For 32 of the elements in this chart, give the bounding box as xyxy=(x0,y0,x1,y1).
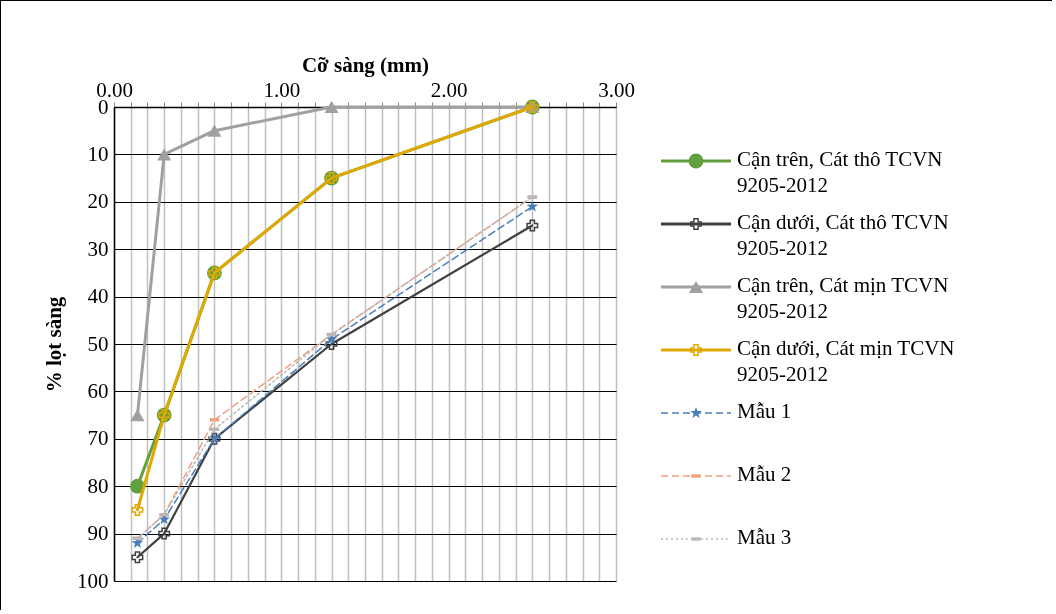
point xyxy=(131,503,144,516)
point xyxy=(325,338,338,350)
x-tick-label: 3.00 xyxy=(598,77,635,102)
point xyxy=(158,527,171,540)
legend-label: Mẫu 3 xyxy=(737,525,792,549)
point xyxy=(324,100,339,114)
x-axis-title: Cỡ sàng (mm) xyxy=(301,52,430,77)
y-tick-label: 30 xyxy=(87,236,109,261)
point xyxy=(130,408,145,422)
point xyxy=(526,219,539,232)
legend-label: Cận trên, Cát thô TCVN 9205-2012 xyxy=(737,147,943,197)
y-tick-label: 70 xyxy=(87,426,109,451)
y-tick-label: 80 xyxy=(87,473,109,498)
point xyxy=(207,124,222,137)
legend-label: Cận trên, Cát mịn TCVN 9205-2012 xyxy=(737,273,949,323)
y-tick-label: 40 xyxy=(87,284,109,309)
y-tick-label: 20 xyxy=(87,189,109,214)
x-tick-label: 2.00 xyxy=(430,77,468,102)
legend-label: Cận dưới, Cát thô TCVN 9205-2012 xyxy=(737,210,949,260)
point xyxy=(131,551,144,564)
y-tick-label: 100 xyxy=(77,568,109,593)
y-axis-title: % lọt sàng xyxy=(42,296,66,393)
legend-label: Mẫu 1 xyxy=(737,399,792,423)
x-tick-label: 1.00 xyxy=(263,77,301,102)
y-tick-label: 60 xyxy=(87,378,109,403)
point xyxy=(157,148,172,161)
point xyxy=(526,200,539,212)
y-tick-label: 90 xyxy=(87,521,109,546)
y-tick-label: 10 xyxy=(87,141,109,166)
legend-label: Cận dưới, Cát mịn TCVN 9205-2012 xyxy=(737,336,955,386)
y-tick-label: 50 xyxy=(87,331,109,356)
legend-label: Mẫu 2 xyxy=(737,462,792,486)
